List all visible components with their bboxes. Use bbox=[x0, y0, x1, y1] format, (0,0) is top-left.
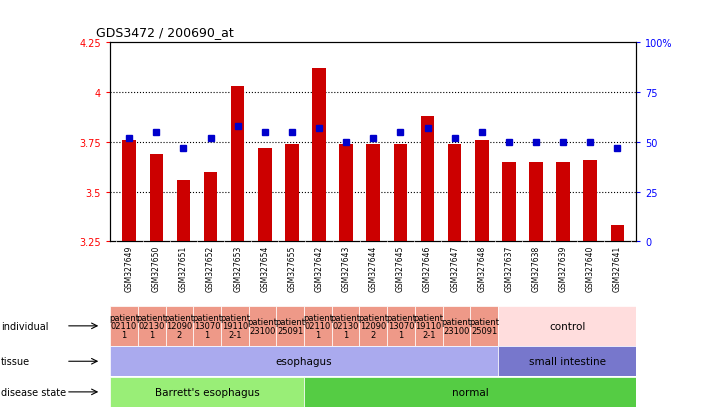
Text: GSM327644: GSM327644 bbox=[369, 245, 378, 291]
Text: GSM327643: GSM327643 bbox=[342, 245, 351, 291]
Text: esophagus: esophagus bbox=[276, 356, 332, 366]
Text: patient
23100: patient 23100 bbox=[442, 318, 471, 335]
Text: small intestine: small intestine bbox=[528, 356, 606, 366]
Bar bbox=[304, 306, 332, 346]
Text: patient
19110
2-1: patient 19110 2-1 bbox=[220, 313, 250, 339]
Text: GSM327650: GSM327650 bbox=[152, 245, 161, 291]
Text: GSM327648: GSM327648 bbox=[477, 245, 486, 291]
Bar bbox=[475, 140, 488, 242]
Text: GSM327652: GSM327652 bbox=[206, 245, 215, 291]
Bar bbox=[498, 347, 636, 376]
Text: patient
02130
1: patient 02130 1 bbox=[137, 313, 167, 339]
Text: patient
02110
1: patient 02110 1 bbox=[109, 313, 139, 339]
Text: GSM327645: GSM327645 bbox=[396, 245, 405, 291]
Bar bbox=[611, 226, 624, 242]
Bar bbox=[470, 306, 498, 346]
Bar bbox=[176, 180, 191, 242]
Text: GSM327639: GSM327639 bbox=[559, 245, 567, 291]
Bar bbox=[231, 87, 245, 242]
Text: GSM327653: GSM327653 bbox=[233, 245, 242, 291]
Text: disease state: disease state bbox=[1, 387, 66, 397]
Bar bbox=[448, 145, 461, 242]
Text: normal: normal bbox=[451, 387, 488, 397]
Text: GSM327640: GSM327640 bbox=[586, 245, 594, 291]
Bar bbox=[415, 306, 442, 346]
Text: control: control bbox=[549, 321, 585, 331]
Text: GSM327642: GSM327642 bbox=[314, 245, 324, 291]
Text: patient
12090
2: patient 12090 2 bbox=[164, 313, 194, 339]
Text: patient
13070
1: patient 13070 1 bbox=[192, 313, 222, 339]
Text: GSM327646: GSM327646 bbox=[423, 245, 432, 291]
Bar bbox=[166, 306, 193, 346]
Bar bbox=[110, 347, 498, 376]
Text: GSM327651: GSM327651 bbox=[179, 245, 188, 291]
Bar bbox=[421, 117, 434, 242]
Text: GSM327654: GSM327654 bbox=[260, 245, 269, 291]
Text: patient
02130
1: patient 02130 1 bbox=[331, 313, 360, 339]
Bar bbox=[332, 306, 360, 346]
Bar bbox=[122, 140, 136, 242]
Text: GSM327655: GSM327655 bbox=[287, 245, 296, 291]
Text: GSM327647: GSM327647 bbox=[450, 245, 459, 291]
Text: individual: individual bbox=[1, 321, 48, 331]
Bar bbox=[498, 306, 636, 346]
Bar bbox=[312, 69, 326, 242]
Bar bbox=[149, 154, 163, 242]
Text: GSM327641: GSM327641 bbox=[613, 245, 622, 291]
Text: patient
25091: patient 25091 bbox=[275, 318, 305, 335]
Bar bbox=[304, 377, 636, 407]
Bar bbox=[285, 145, 299, 242]
Text: Barrett's esophagus: Barrett's esophagus bbox=[155, 387, 260, 397]
Bar bbox=[442, 306, 470, 346]
Bar bbox=[584, 160, 597, 242]
Bar bbox=[138, 306, 166, 346]
Bar bbox=[204, 172, 218, 242]
Text: tissue: tissue bbox=[1, 356, 30, 366]
Bar bbox=[366, 145, 380, 242]
Bar bbox=[258, 148, 272, 242]
Bar bbox=[221, 306, 249, 346]
Text: patient
12090
2: patient 12090 2 bbox=[358, 313, 388, 339]
Bar bbox=[193, 306, 221, 346]
Bar bbox=[394, 145, 407, 242]
Text: GSM327638: GSM327638 bbox=[532, 245, 540, 291]
Bar bbox=[110, 377, 304, 407]
Bar bbox=[360, 306, 387, 346]
Text: patient
13070
1: patient 13070 1 bbox=[386, 313, 416, 339]
Bar bbox=[277, 306, 304, 346]
Text: patient
02110
1: patient 02110 1 bbox=[303, 313, 333, 339]
Text: GSM327637: GSM327637 bbox=[504, 245, 513, 291]
Bar bbox=[110, 306, 138, 346]
Text: patient
19110
2-1: patient 19110 2-1 bbox=[414, 313, 444, 339]
Text: GSM327649: GSM327649 bbox=[124, 245, 134, 291]
Bar bbox=[387, 306, 415, 346]
Bar bbox=[556, 162, 570, 242]
Bar bbox=[339, 145, 353, 242]
Text: GDS3472 / 200690_at: GDS3472 / 200690_at bbox=[96, 26, 234, 39]
Bar bbox=[529, 162, 542, 242]
Text: patient
25091: patient 25091 bbox=[469, 318, 499, 335]
Bar bbox=[502, 162, 515, 242]
Bar bbox=[249, 306, 277, 346]
Text: patient
23100: patient 23100 bbox=[247, 318, 277, 335]
